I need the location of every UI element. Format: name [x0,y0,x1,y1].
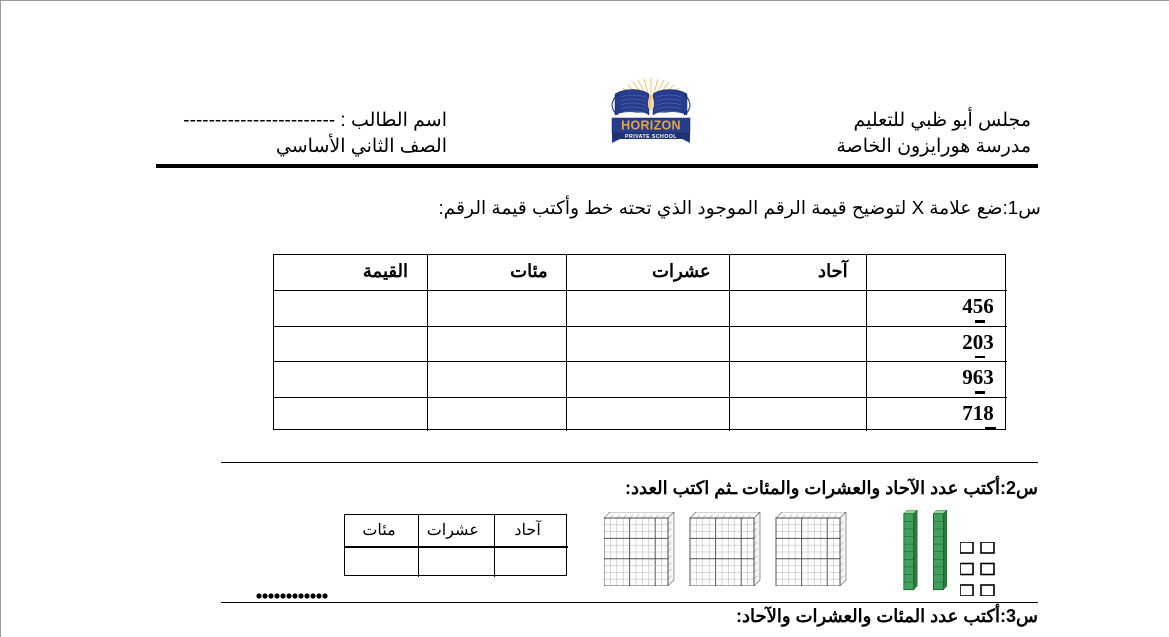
svg-text:PRIVATE SCHOOL: PRIVATE SCHOOL [625,134,677,140]
svg-text:HORIZON: HORIZON [621,119,681,133]
